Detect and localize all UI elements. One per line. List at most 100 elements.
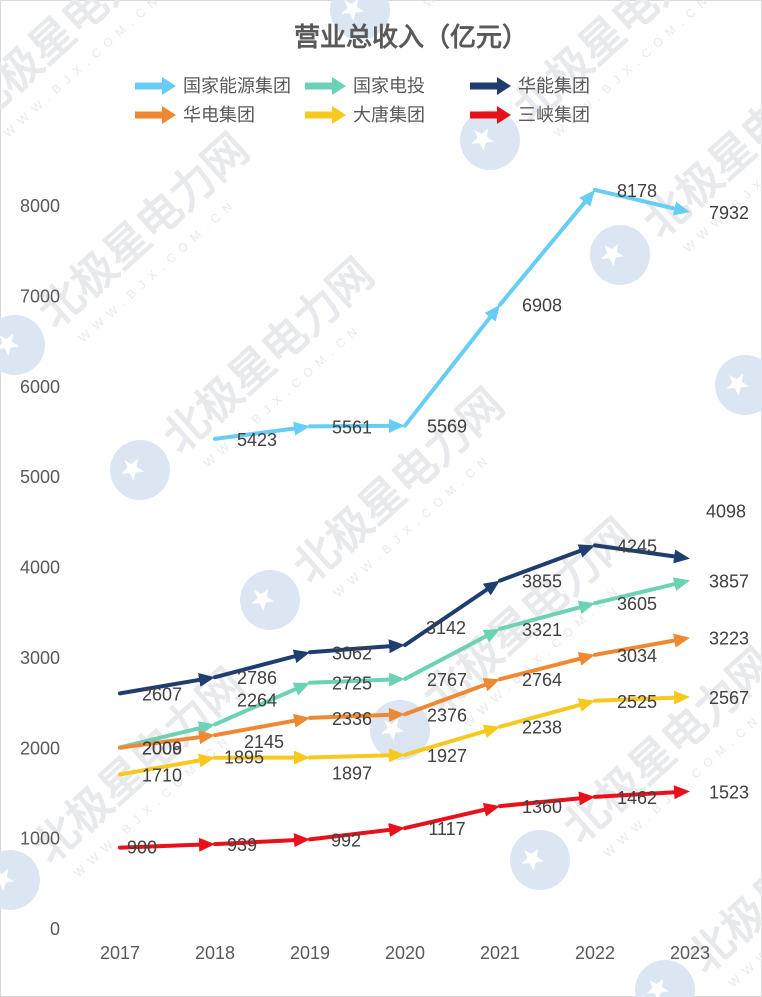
y-tick-label: 6000 [20,377,60,397]
data-label: 6908 [522,296,562,316]
data-label: 8178 [617,181,657,201]
data-label: 1897 [332,764,372,784]
star-icon [471,128,495,151]
x-axis: 2017 2018 2019 2020 2021 2022 2023 [100,943,710,963]
series-1-segment [498,600,596,631]
series-3-segment [118,730,215,750]
star-icon [381,718,405,741]
watermark-logo-icon [715,355,762,415]
series-4-line [118,690,690,777]
data-label: 1462 [617,788,657,808]
series-0-segment [593,187,690,216]
data-label: 2006 [142,739,182,759]
data-label: 3321 [522,620,562,640]
series-5-segment [403,802,501,831]
data-labels: 5423 5561 5569 6908 8178 7932 2009 2264 2725 2767… [127,181,749,858]
watermark-logo-icon [0,850,40,910]
y-tick-label: 7000 [20,286,60,306]
legend-item: 华电集团 [135,105,255,125]
y-tick-label: 0 [50,919,60,939]
legend-label: 国家电投 [353,76,425,96]
x-tick-label: 2019 [290,943,330,963]
series-2-segment [593,543,690,564]
data-label: 1523 [709,782,749,802]
legend-label: 国家能源集团 [183,76,291,96]
data-label: 2145 [244,732,284,752]
series-3-line [118,633,691,750]
data-label: 2607 [142,684,182,704]
plot-area [118,187,691,852]
legend-arrow-icon [135,77,176,95]
data-label: 2786 [237,668,277,688]
data-label: 1360 [522,797,562,817]
star-icon [726,373,750,396]
series-1-segment [403,628,500,681]
data-label: 4245 [617,536,657,556]
legend-arrow-icon [305,106,346,124]
series-2-line [118,543,690,696]
y-tick-label: 4000 [20,558,60,578]
data-label: 900 [127,838,157,858]
legend-item: 华能集团 [470,76,590,96]
data-label: 5569 [427,417,467,437]
series-3-segment [403,678,500,717]
data-label: 3223 [709,629,749,649]
series-1-segment [213,682,310,727]
star-icon [0,868,15,891]
legend-item: 三峡集团 [470,105,590,125]
series-3-segment [213,713,310,738]
legend-arrow-icon [470,77,511,95]
series-5-segment [213,833,311,848]
series-4-segment [593,690,690,705]
star-icon [341,0,365,21]
x-tick-label: 2022 [575,943,615,963]
series-0-line [213,187,690,441]
x-tick-label: 2020 [385,943,425,963]
data-label: 7932 [709,203,749,223]
watermark-logo-icon [590,225,650,285]
data-label: 3034 [617,646,657,666]
x-tick-label: 2018 [195,943,235,963]
legend-item: 国家电投 [305,76,425,96]
series-2-segment [213,649,310,680]
series-0-segment [213,421,310,441]
series-2-segment [118,673,215,696]
star-icon [0,333,20,356]
series-3-segment [593,633,691,657]
watermark-logo-icon [110,440,170,500]
data-label: 1895 [224,748,264,768]
star-icon [646,978,670,997]
data-label: 5561 [332,417,372,437]
series-0-segment [308,418,406,433]
series-3-segment [498,652,596,682]
data-label: 4098 [706,502,746,522]
y-tick-label: 2000 [20,738,60,758]
data-label: 2264 [237,690,277,710]
series-3-segment [308,707,406,722]
data-label: 2009 [142,738,182,758]
data-label: 2764 [522,670,562,690]
data-label: 1710 [142,765,182,785]
watermark-logo-icon [330,0,390,40]
series-5-segment [498,791,596,809]
x-tick-label: 2021 [480,943,520,963]
series-4-segment [118,753,216,777]
legend-label: 三峡集团 [518,105,590,125]
legend-arrow-icon [135,106,176,124]
series-2-segment [403,580,501,648]
x-tick-label: 2017 [100,943,140,963]
data-label: 3857 [709,571,749,591]
data-label: 1927 [427,746,467,766]
data-label: 2376 [427,705,467,725]
series-5-line [118,785,690,852]
watermark-logo-icon [0,315,45,375]
data-label: 992 [331,830,361,850]
series-4-segment [403,724,501,757]
y-tick-label: 5000 [20,467,60,487]
star-icon [121,458,145,481]
data-label: 3062 [332,643,372,663]
data-label: 2567 [709,688,749,708]
